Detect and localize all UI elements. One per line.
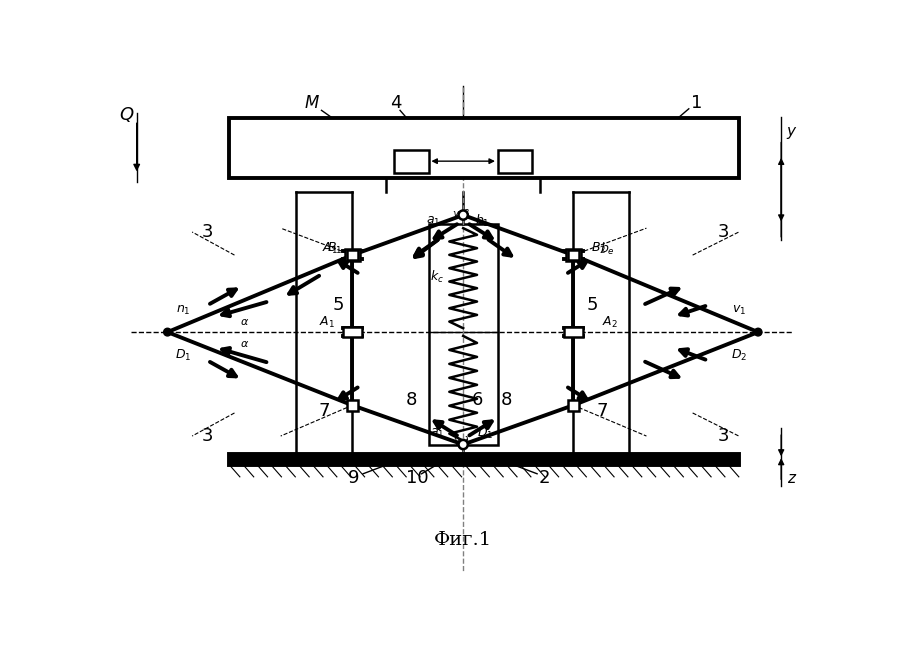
Text: 8: 8 (500, 391, 511, 409)
Text: 8: 8 (405, 391, 417, 409)
Text: $B_1$: $B_1$ (327, 241, 342, 257)
Circle shape (458, 211, 467, 220)
Bar (229, 118, 738, 178)
Text: z: z (787, 471, 795, 486)
Text: $k_c$: $k_c$ (429, 268, 444, 285)
Text: 3: 3 (201, 223, 213, 241)
Bar (343, 327, 361, 337)
Circle shape (753, 328, 761, 336)
Bar (428, 224, 497, 445)
Bar (346, 250, 357, 261)
Circle shape (163, 328, 171, 336)
Text: 1: 1 (690, 94, 702, 112)
Text: 5: 5 (586, 296, 598, 314)
Bar (564, 327, 582, 337)
Bar (346, 400, 357, 411)
Text: $A_1$: $A_1$ (322, 241, 338, 257)
Text: $D_2$: $D_2$ (730, 348, 746, 363)
Text: $\alpha$: $\alpha$ (240, 339, 249, 348)
Text: $A_1$: $A_1$ (318, 315, 335, 330)
Text: y: y (786, 124, 795, 139)
Bar (567, 250, 578, 261)
Circle shape (458, 440, 467, 449)
Bar (497, 150, 532, 173)
Text: M: M (304, 94, 318, 112)
Text: Фиг.1: Фиг.1 (434, 531, 492, 549)
Text: $b_1$: $b_1$ (474, 213, 489, 229)
Text: 10: 10 (405, 469, 428, 488)
Bar (567, 400, 578, 411)
Text: $a_1$: $a_1$ (426, 214, 440, 227)
Bar (229, 454, 738, 465)
Bar (393, 150, 428, 173)
Text: $D_1$: $D_1$ (174, 348, 191, 363)
Text: $\alpha$: $\alpha$ (240, 317, 249, 327)
Text: $D_1$: $D_1$ (476, 426, 492, 441)
Text: $n_1$: $n_1$ (175, 304, 190, 317)
Text: 2: 2 (538, 469, 549, 488)
Bar (565, 249, 580, 261)
Text: 7: 7 (318, 402, 330, 420)
Text: $a_1$: $a_1$ (429, 427, 444, 440)
Bar (345, 249, 360, 261)
Text: 7: 7 (595, 402, 607, 420)
Text: 5: 5 (332, 296, 344, 314)
Text: 3: 3 (717, 223, 729, 241)
Text: Q: Q (119, 106, 133, 124)
Text: 3: 3 (201, 427, 213, 445)
Text: $b_e$: $b_e$ (600, 241, 614, 257)
Text: $v_1$: $v_1$ (731, 304, 745, 317)
Text: 4: 4 (390, 94, 401, 112)
Text: $\gamma,\lambda$: $\gamma,\lambda$ (453, 434, 470, 448)
Text: 9: 9 (347, 469, 359, 488)
Text: 3: 3 (717, 427, 729, 445)
Text: $B_2$: $B_2$ (591, 241, 605, 257)
Text: $\gamma,\beta$: $\gamma,\beta$ (452, 207, 471, 221)
Text: 6: 6 (471, 391, 483, 409)
Text: $A_2$: $A_2$ (601, 315, 617, 330)
